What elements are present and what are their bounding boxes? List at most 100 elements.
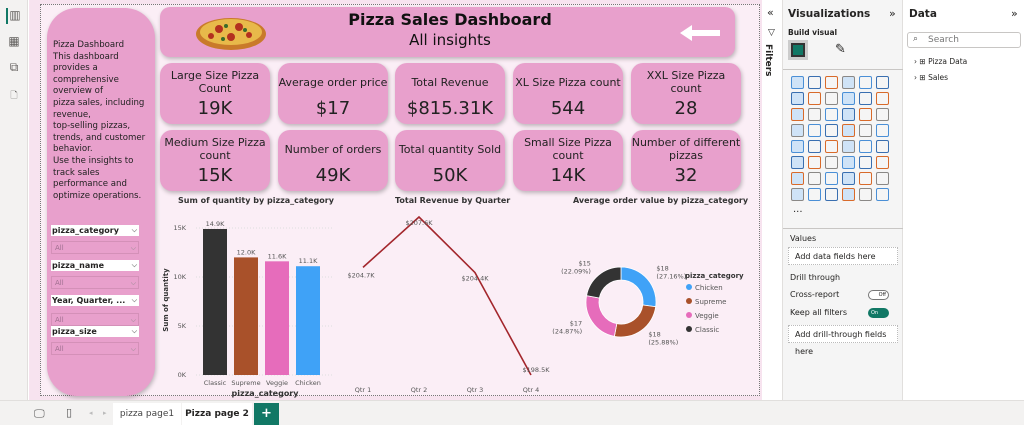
visual-type-icon[interactable] [791, 108, 804, 121]
visual-type-icon[interactable] [876, 76, 889, 89]
slice-value-label: $18 [656, 264, 668, 272]
prev-page-icon[interactable]: ◂ [89, 409, 93, 417]
x-tick-label: Veggie [266, 379, 288, 387]
search-input[interactable]: ⌕ Search [907, 32, 1021, 48]
visual-type-icon[interactable] [876, 108, 889, 121]
slicer-date[interactable]: Year, Quarter, ... ⌵ [51, 295, 139, 306]
kpi-label: XXL Size Pizza count [646, 69, 726, 95]
visual-type-icon[interactable] [825, 108, 838, 121]
visual-type-icon[interactable] [842, 92, 855, 105]
visual-type-icon[interactable] [791, 188, 804, 201]
visual-type-icon[interactable] [859, 156, 872, 169]
visual-type-icon[interactable] [859, 76, 872, 89]
dax-query-icon[interactable]: 🗋 [10, 91, 18, 101]
next-page-icon[interactable]: ▸ [103, 409, 107, 417]
visual-type-icon[interactable] [791, 156, 804, 169]
add-drill-through-well[interactable]: Add drill-through fields here [788, 325, 898, 356]
kpi-value: 49K [315, 165, 351, 186]
visual-type-icon[interactable] [842, 156, 855, 169]
add-page-button[interactable]: + [254, 403, 279, 425]
visual-type-icon[interactable] [842, 172, 855, 185]
visual-type-icon[interactable] [825, 124, 838, 137]
legend-item: Classic [695, 326, 719, 334]
visual-type-icon[interactable] [791, 172, 804, 185]
data-label: 11.6K [268, 252, 287, 260]
visual-type-icon[interactable] [842, 124, 855, 137]
table-pizza-data[interactable]: › ⊞ Pizza Data [914, 57, 967, 66]
slicer-pizza-name[interactable]: pizza_name ⌵ [51, 260, 139, 271]
visual-type-icon[interactable] [808, 108, 821, 121]
table-view-icon[interactable]: ▦ [8, 34, 20, 48]
visual-type-icon[interactable] [808, 124, 821, 137]
mobile-layout-icon[interactable]: ▯ [66, 406, 73, 419]
table-sales[interactable]: › ⊞ Sales [914, 73, 948, 82]
slicer-pizza-category[interactable]: pizza_category ⌵ [51, 225, 139, 236]
visual-type-icon[interactable] [825, 188, 838, 201]
visual-type-icon[interactable] [859, 108, 872, 121]
slicer-pizza-category-value[interactable]: All ⌵ [51, 241, 139, 254]
chevron-down-icon: ⌵ [131, 296, 137, 304]
visual-type-icon[interactable] [859, 172, 872, 185]
visual-type-icon[interactable] [825, 76, 838, 89]
visual-type-icon[interactable] [808, 140, 821, 153]
visual-type-icon[interactable] [859, 124, 872, 137]
keep-all-filters-toggle[interactable]: On [868, 308, 889, 318]
visual-type-icon[interactable] [876, 92, 889, 105]
expand-icon[interactable]: » [889, 7, 896, 20]
collapse-icon[interactable]: « [767, 6, 774, 19]
kpi-label: Number of different pizzas [631, 136, 741, 162]
table-name: Sales [928, 73, 949, 82]
cross-report-toggle[interactable]: Off [868, 290, 889, 300]
visual-type-icon[interactable] [791, 92, 804, 105]
visual-type-icon[interactable] [825, 140, 838, 153]
visual-type-icon[interactable] [842, 188, 855, 201]
visual-type-icon[interactable] [842, 108, 855, 121]
visual-type-icon[interactable] [825, 92, 838, 105]
build-visual-tab[interactable] [788, 40, 808, 60]
slicer-pizza-size[interactable]: pizza_size ⌵ [51, 326, 139, 337]
chevron-right-icon: › [914, 73, 917, 82]
visual-type-icon[interactable] [876, 188, 889, 201]
y-tick-label: 0K [178, 371, 187, 379]
visual-type-icon[interactable] [791, 140, 804, 153]
visual-type-icon[interactable] [859, 140, 872, 153]
visual-type-icon[interactable] [859, 188, 872, 201]
visual-type-icon[interactable] [791, 124, 804, 137]
model-view-icon[interactable]: ⧉ [9, 60, 19, 74]
visual-type-icon[interactable] [876, 172, 889, 185]
slicer-label: pizza_name [52, 261, 105, 270]
visual-type-icon[interactable] [876, 140, 889, 153]
filters-pane-collapsed[interactable]: « ▽ Filters [762, 0, 783, 400]
visual-type-icon[interactable] [808, 76, 821, 89]
chevron-down-icon: ⌵ [131, 261, 137, 269]
desktop-layout-icon[interactable]: 🖵 [34, 407, 45, 420]
tab-pizza-page2[interactable]: Pizza page 2 [182, 403, 252, 425]
more-visuals[interactable]: ... [793, 204, 803, 215]
visual-type-icon[interactable] [825, 172, 838, 185]
slicer-pizza-name-value[interactable]: All ⌵ [51, 276, 139, 289]
visual-type-icon[interactable] [808, 188, 821, 201]
visual-type-icon[interactable] [808, 172, 821, 185]
slice-percent-label: (25.88%) [648, 339, 678, 347]
visual-type-icon[interactable] [808, 156, 821, 169]
chevron-down-icon: ⌵ [131, 226, 137, 234]
format-visual-tab[interactable]: ✎ [835, 42, 846, 57]
slicer-pizza-size-value[interactable]: All ⌵ [51, 342, 139, 355]
visual-type-icon[interactable] [842, 140, 855, 153]
back-arrow-button[interactable] [678, 23, 722, 43]
visual-type-icon[interactable] [876, 156, 889, 169]
visual-type-icon[interactable] [808, 92, 821, 105]
visual-type-icon[interactable] [791, 76, 804, 89]
data-label: $204.4K [461, 275, 489, 283]
visual-type-icon[interactable] [859, 92, 872, 105]
visual-type-icon[interactable] [825, 156, 838, 169]
pizza-image [195, 12, 267, 52]
expand-icon[interactable]: » [1011, 7, 1018, 20]
toggle-state: Off [878, 292, 886, 298]
tab-pizza-page1[interactable]: pizza page1 [113, 403, 181, 425]
visual-type-icon[interactable] [842, 76, 855, 89]
visual-type-icon[interactable] [876, 124, 889, 137]
report-view-icon[interactable]: ▥ [6, 8, 22, 24]
add-data-fields-well[interactable]: Add data fields here [788, 247, 898, 265]
slicer-date-value[interactable]: All ⌵ [51, 313, 139, 326]
